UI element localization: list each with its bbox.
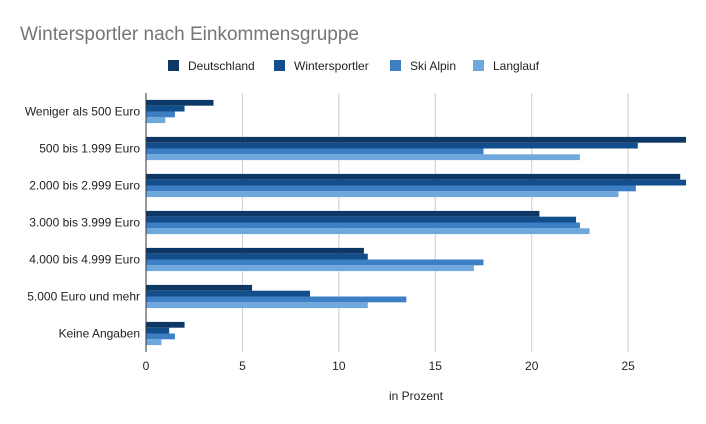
- bar: [146, 210, 540, 217]
- bar: [146, 290, 310, 297]
- bar: [146, 222, 580, 229]
- bar: [146, 302, 368, 309]
- bar: [146, 105, 185, 112]
- bar: [146, 253, 368, 260]
- x-axis-title: in Prozent: [389, 389, 444, 403]
- tick-labels: 0 5 10 15 20 25: [143, 359, 635, 373]
- bar: [146, 265, 474, 272]
- category-label: 500 bis 1.999 Euro: [39, 142, 140, 156]
- bar: [146, 154, 580, 161]
- bar: [146, 216, 577, 223]
- legend-label: Deutschland: [188, 59, 255, 73]
- x-tick-label: 0: [143, 359, 150, 373]
- bar: [146, 117, 166, 124]
- category-label: Weniger als 500 Euro: [25, 105, 141, 119]
- bar: [146, 259, 484, 266]
- legend-swatch: [390, 60, 401, 71]
- legend-label: Wintersportler: [294, 59, 369, 73]
- bar: [146, 136, 686, 143]
- category-label: 2.000 bis 2.999 Euro: [29, 179, 140, 193]
- bar: [146, 247, 364, 254]
- bar: [146, 148, 484, 155]
- category-labels: Weniger als 500 Euro 500 bis 1.999 Euro 2.…: [25, 105, 141, 341]
- legend-label: Ski Alpin: [410, 59, 456, 73]
- legend-label: Langlauf: [493, 59, 540, 73]
- bar: [146, 296, 407, 303]
- legend-swatch: [274, 60, 285, 71]
- bars: [146, 99, 686, 346]
- category-label: 3.000 bis 3.999 Euro: [29, 216, 140, 230]
- x-tick-label: 20: [525, 359, 539, 373]
- x-tick-label: 25: [621, 359, 635, 373]
- bar: [146, 191, 619, 198]
- legend-swatch: [473, 60, 484, 71]
- chart-title: Wintersportler nach Einkommensgruppe: [20, 24, 359, 45]
- bar: [146, 321, 185, 328]
- bar: [146, 327, 170, 334]
- legend: Deutschland Wintersportler Ski Alpin Langla…: [168, 59, 540, 73]
- category-label: Keine Angaben: [59, 327, 140, 341]
- bar: [146, 173, 681, 180]
- bar: [146, 284, 253, 291]
- category-label: 4.000 bis 4.999 Euro: [29, 253, 140, 267]
- bar: [146, 339, 162, 346]
- x-tick-label: 15: [429, 359, 443, 373]
- bar: [146, 228, 590, 235]
- bar: [146, 142, 638, 149]
- bar: [146, 333, 175, 340]
- bar: [146, 185, 636, 192]
- legend-swatch: [168, 60, 179, 71]
- x-tick-label: 5: [239, 359, 246, 373]
- bar: [146, 111, 175, 118]
- bar: [146, 179, 686, 186]
- bar: [146, 99, 214, 106]
- category-label: 5.000 Euro und mehr: [27, 290, 140, 304]
- x-tick-label: 10: [332, 359, 346, 373]
